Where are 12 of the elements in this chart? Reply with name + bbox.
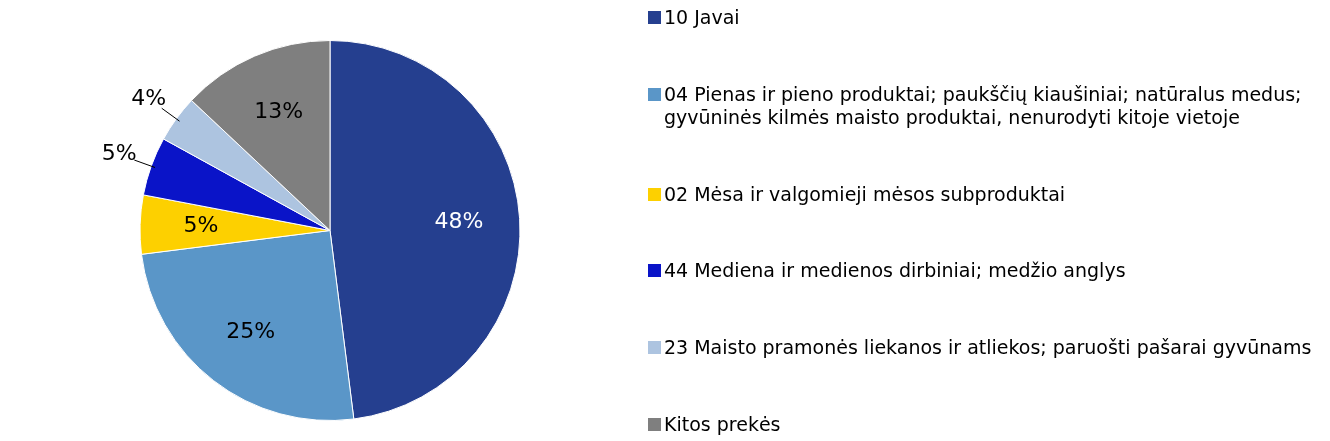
data-label: 4% (131, 84, 167, 110)
legend-label: 04 Pienas ir pieno produktai; paukščių kiaušiniai; natūralus medus; gyvūninės kilmės maisto produktai, nenurodyti kitoje vietoje (664, 82, 1303, 129)
data-label: 5% (183, 212, 219, 238)
legend-label: 23 Maisto pramonės liekanos ir atliekos; paruošti pašarai gyvūnams (664, 336, 1312, 360)
legend-label: 02 Mėsa ir valgomieji mėsos subproduktai (664, 182, 1066, 206)
legend-label: 10 Javai (664, 6, 740, 29)
legend-label: Kitos prekės (664, 412, 781, 436)
data-label: 25% (226, 318, 276, 344)
data-label: 5% (101, 140, 137, 166)
data-label: 13% (254, 97, 304, 123)
data-label: 48% (434, 208, 484, 234)
legend-label: 44 Mediena ir medienos dirbiniai; medžio anglys (664, 259, 1126, 283)
